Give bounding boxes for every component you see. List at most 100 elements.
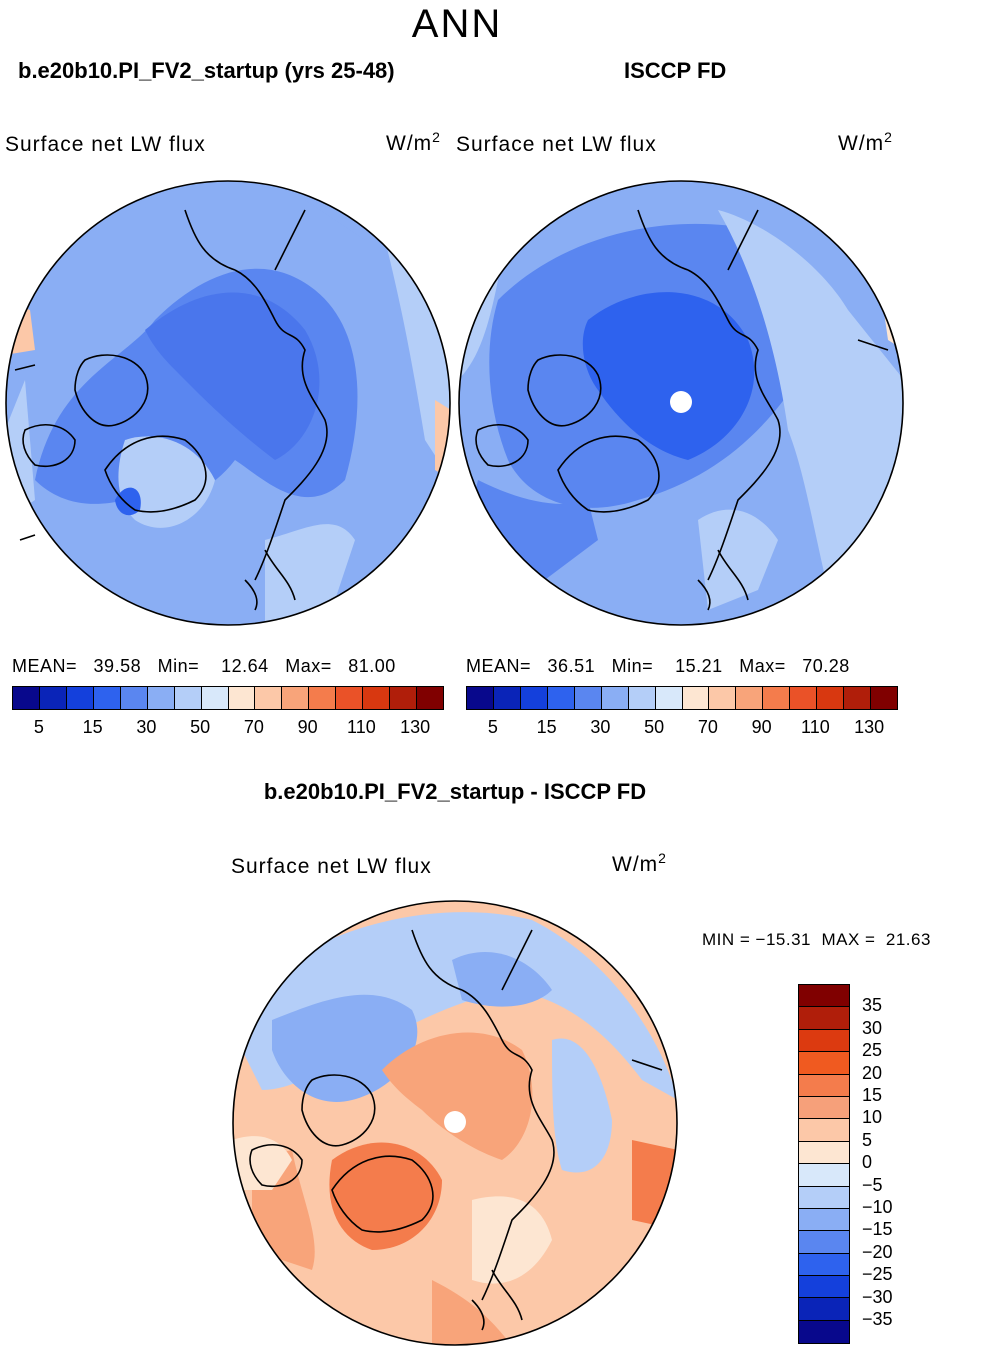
colorbar-tick-label: 130 [854, 717, 885, 737]
colorbar-tick-label: 5 [862, 1129, 873, 1150]
colorbar-box [799, 985, 849, 1008]
colorbar-box [799, 1052, 849, 1075]
colorbar-box [309, 687, 337, 709]
colorbar-box [799, 1208, 849, 1232]
colorbar-tick-label: −15 [862, 1219, 893, 1240]
colorbar-box [763, 687, 791, 709]
panel1-units: W/m2 [386, 129, 441, 155]
colorbar-tick-label: −20 [862, 1241, 893, 1262]
colorbar-box [601, 687, 629, 709]
colorbar-box [628, 687, 656, 709]
colorbar-box [228, 687, 256, 709]
colorbar-tick-label: 25 [862, 1040, 883, 1061]
colorbar-box [844, 687, 872, 709]
colorbar-box [799, 1007, 849, 1030]
colorbar-box [871, 687, 897, 709]
diff-colorbar [798, 984, 850, 1345]
colorbar-tick-label: 5 [487, 717, 498, 737]
colorbar-box [799, 1096, 849, 1120]
diff-variable-label: Surface net LW flux [231, 855, 432, 878]
colorbar-tick-label: 30 [862, 1017, 883, 1038]
panel2-stats: MEAN= 36.51 Min= 15.21 Max= 70.28 [466, 656, 850, 676]
panel1-polar-map [5, 180, 451, 626]
colorbar-tick-label: 50 [644, 717, 665, 737]
panel1-colorbar [12, 686, 444, 710]
colorbar-box [574, 687, 602, 709]
colorbar-box [467, 687, 494, 709]
diff-minmax: MIN = −15.31 MAX = 21.63 [702, 930, 931, 949]
colorbar-box [799, 1074, 849, 1097]
colorbar-box [147, 687, 175, 709]
colorbar-tick-label: 30 [136, 717, 157, 737]
colorbar-box [736, 687, 764, 709]
diff-units: W/m2 [612, 850, 667, 876]
colorbar-tick-label: −30 [862, 1286, 893, 1307]
colorbar-box [363, 687, 391, 709]
colorbar-tick-label: 15 [536, 717, 557, 737]
colorbar-box [799, 1253, 849, 1277]
colorbar-box [799, 1164, 849, 1187]
colorbar-box [799, 1231, 849, 1254]
colorbar-box [799, 1298, 849, 1321]
colorbar-tick-label: 110 [347, 717, 376, 737]
colorbar-box [255, 687, 283, 709]
colorbar-box [201, 687, 229, 709]
colorbar-tick-label: 130 [400, 717, 431, 737]
colorbar-box [799, 1320, 849, 1344]
panel1-stats: MEAN= 39.58 Min= 12.64 Max= 81.00 [12, 656, 396, 676]
colorbar-box [520, 687, 548, 709]
panel2-colorbar-ticks: 5 15 30 50 70 90 110 130 [466, 717, 898, 739]
panel1-case-title: b.e20b10.PI_FV2_startup (yrs 25-48) [18, 58, 395, 83]
diff-title: b.e20b10.PI_FV2_startup - ISCCP FD [263, 779, 647, 804]
colorbar-box [547, 687, 575, 709]
panel2-polar-map [458, 180, 904, 626]
colorbar-box [282, 687, 310, 709]
colorbar-tick-label: −5 [862, 1174, 883, 1195]
colorbar-tick-label: 110 [801, 717, 830, 737]
panel2-colorbar [466, 686, 898, 710]
colorbar-box [655, 687, 683, 709]
colorbar-box [93, 687, 121, 709]
colorbar-box [709, 687, 737, 709]
colorbar-tick-label: 15 [82, 717, 103, 737]
colorbar-tick-label: −25 [862, 1264, 893, 1285]
panel2-units: W/m2 [838, 129, 893, 155]
colorbar-tick-label: 20 [862, 1062, 883, 1083]
diff-polar-map [232, 900, 678, 1346]
colorbar-box [66, 687, 94, 709]
colorbar-box [417, 687, 443, 709]
panel1-variable-label: Surface net LW flux [5, 133, 206, 156]
colorbar-tick-label: 90 [751, 717, 772, 737]
panel2-case-title: ISCCP FD [624, 58, 727, 83]
colorbar-tick-label: 70 [243, 717, 264, 737]
panel1-colorbar-ticks: 5 15 30 50 70 90 110 130 [12, 717, 444, 739]
colorbar-tick-label: 30 [590, 717, 611, 737]
colorbar-tick-label: 0 [862, 1152, 873, 1173]
colorbar-tick-label: 5 [33, 717, 44, 737]
colorbar-box [493, 687, 521, 709]
colorbar-box [390, 687, 418, 709]
colorbar-box [120, 687, 148, 709]
colorbar-box [799, 1029, 849, 1053]
colorbar-box [799, 1186, 849, 1209]
colorbar-box [13, 687, 40, 709]
colorbar-box [174, 687, 202, 709]
colorbar-tick-label: 10 [862, 1107, 883, 1128]
colorbar-box [799, 1276, 849, 1299]
colorbar-box [799, 1141, 849, 1165]
colorbar-box [817, 687, 845, 709]
panel2-variable-label: Surface net LW flux [456, 133, 657, 156]
colorbar-tick-label: −35 [862, 1309, 893, 1329]
colorbar-box [799, 1119, 849, 1142]
colorbar-tick-label: 90 [297, 717, 318, 737]
colorbar-tick-label: 70 [697, 717, 718, 737]
colorbar-tick-label: 15 [862, 1085, 883, 1105]
colorbar-tick-label: 35 [862, 995, 883, 1016]
colorbar-box [336, 687, 364, 709]
colorbar-tick-label: −10 [862, 1197, 893, 1217]
colorbar-tick-label: 50 [190, 717, 211, 737]
colorbar-box [790, 687, 818, 709]
colorbar-box [682, 687, 710, 709]
season-title: ANN [411, 2, 503, 46]
colorbar-box [39, 687, 67, 709]
